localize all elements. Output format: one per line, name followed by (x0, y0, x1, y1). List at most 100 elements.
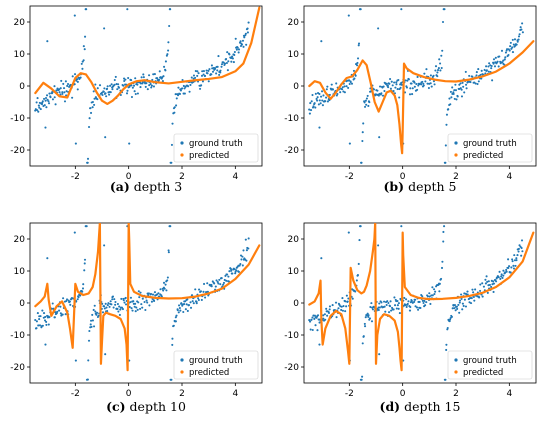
ground-truth-point (315, 97, 318, 101)
legend-label-ground-truth: ground truth (189, 139, 243, 149)
ground-truth-point (323, 313, 326, 316)
ground-truth-point (415, 306, 419, 309)
y-tick-label: 0 (19, 299, 25, 309)
ground-truth-point (42, 312, 46, 315)
legend-label-ground-truth: ground truth (189, 356, 243, 366)
ground-truth-point (517, 247, 520, 250)
ground-truth-point (38, 324, 42, 327)
ground-truth-point (133, 305, 136, 308)
ground-truth-point (511, 38, 514, 41)
ground-truth-point (122, 84, 125, 87)
ground-truth-point (239, 40, 242, 43)
ground-truth-point (488, 283, 491, 287)
ground-truth-point (389, 77, 392, 81)
ground-truth-point (472, 295, 475, 299)
ground-truth-point (103, 307, 106, 310)
ground-truth-point (347, 297, 350, 300)
ground-truth-point (47, 323, 50, 326)
ground-truth-point (461, 81, 464, 84)
ground-truth-point (356, 64, 359, 67)
ground-truth-point (95, 313, 98, 316)
ground-truth-point (348, 82, 351, 86)
ground-truth-point (497, 65, 500, 68)
ground-truth-point (199, 290, 202, 293)
ground-truth-point (175, 104, 178, 107)
ground-truth-point (170, 161, 173, 164)
legend-label-predicted: predicted (463, 368, 503, 378)
ground-truth-point (106, 85, 109, 88)
ground-truth-point (206, 72, 209, 75)
ground-truth-point (189, 306, 193, 309)
ground-truth-point (490, 285, 493, 289)
ground-truth-point (462, 304, 465, 308)
y-tick-label: 20 (14, 18, 26, 28)
ground-truth-point (64, 80, 67, 83)
ground-truth-point (197, 72, 200, 75)
ground-truth-point (450, 96, 453, 99)
ground-truth-point (483, 68, 486, 71)
ground-truth-point (478, 296, 481, 299)
ground-truth-point (423, 299, 426, 303)
ground-truth-point (134, 77, 137, 80)
ground-truth-point (145, 299, 148, 302)
ground-truth-point (167, 249, 170, 252)
ground-truth-point (247, 21, 250, 24)
ground-truth-point (518, 244, 521, 247)
x-tick-label: -2 (345, 389, 354, 399)
ground-truth-point (163, 287, 166, 290)
ground-truth-point (86, 157, 90, 160)
ground-truth-point (408, 93, 412, 96)
ground-truth-point (86, 378, 89, 381)
ground-truth-point (80, 62, 83, 65)
ground-truth-point (405, 298, 408, 301)
ground-truth-point (224, 62, 227, 65)
ground-truth-point (419, 306, 422, 310)
ground-truth-point (404, 304, 407, 307)
ground-truth-point (506, 48, 509, 51)
ground-truth-point (356, 57, 360, 60)
ground-truth-point (97, 314, 100, 317)
ground-truth-point (471, 288, 474, 291)
ground-truth-point (318, 321, 321, 324)
ground-truth-point (216, 69, 219, 72)
ground-truth-point (479, 289, 482, 292)
plot-area (308, 223, 535, 381)
ground-truth-point (327, 311, 331, 315)
ground-truth-point (172, 324, 175, 327)
ground-truth-point (39, 108, 42, 111)
ground-truth-point (445, 348, 448, 352)
ground-truth-point (189, 301, 192, 304)
ground-truth-point (372, 88, 376, 91)
ground-truth-point (309, 320, 312, 323)
ground-truth-point (345, 305, 348, 308)
ground-truth-point (442, 240, 445, 243)
ground-truth-point (109, 91, 112, 94)
ground-truth-point (517, 35, 521, 38)
ground-truth-point (460, 297, 463, 300)
ground-truth-point (51, 98, 54, 101)
ground-truth-point (49, 96, 52, 99)
ground-truth-point (438, 290, 441, 293)
ground-truth-point (368, 101, 371, 104)
ground-truth-point (231, 272, 234, 275)
ground-truth-point (83, 262, 86, 265)
ground-truth-point (149, 292, 153, 296)
ground-truth-point (339, 91, 342, 94)
ground-truth-point (132, 300, 135, 303)
y-tick-label: -20 (284, 363, 299, 373)
ground-truth-point (153, 73, 156, 76)
ground-truth-point (482, 285, 485, 288)
ground-truth-point (82, 283, 85, 286)
ground-truth-point (236, 46, 239, 49)
ground-truth-point (330, 83, 333, 86)
ground-truth-point (317, 103, 320, 106)
ground-truth-point (320, 95, 323, 98)
ground-truth-point (194, 76, 197, 79)
ground-truth-point (477, 68, 480, 71)
caption-label: (a) (110, 179, 130, 194)
ground-truth-point (177, 311, 180, 314)
x-tick-label: 2 (453, 389, 459, 399)
ground-truth-point (101, 311, 105, 314)
ground-truth-point (233, 268, 236, 271)
ground-truth-point (407, 78, 410, 81)
